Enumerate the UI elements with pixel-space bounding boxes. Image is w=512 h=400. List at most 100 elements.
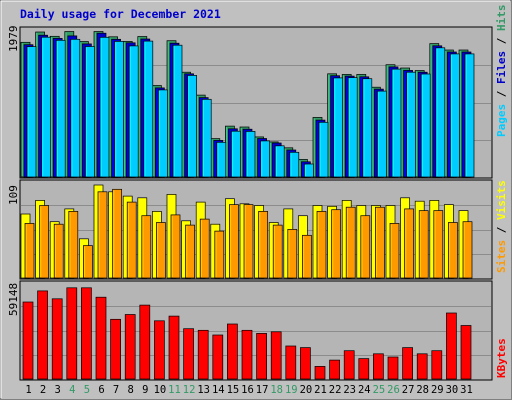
x-label-day-15: 15 — [227, 384, 240, 396]
legend-hits: Hits — [495, 5, 508, 32]
kbytes-bar-kbytes-24 — [358, 358, 370, 380]
visits-bar-sites-23 — [345, 206, 356, 279]
kbytes-panel-legend: KBytes — [495, 338, 508, 378]
kbytes-bar-kbytes-23 — [343, 350, 355, 380]
x-label-day-9: 9 — [142, 384, 148, 396]
x-label-day-30: 30 — [446, 384, 459, 396]
visits-bar-sites-17 — [258, 211, 268, 279]
visits-bar-sites-18 — [272, 224, 283, 279]
kbytes-bar-kbytes-3 — [51, 298, 63, 380]
visits-bar-sites-7 — [112, 188, 122, 279]
x-label-day-17: 17 — [256, 384, 269, 396]
kbytes-bar-kbytes-9 — [139, 304, 151, 380]
hits-bar-pages-12 — [187, 75, 197, 178]
kbytes-bar-kbytes-21 — [314, 366, 326, 380]
kbytes-y-max-label: 59148 — [7, 283, 20, 316]
x-label-day-16: 16 — [241, 384, 254, 396]
legend-separator: / — [495, 84, 508, 104]
x-label-day-1: 1 — [25, 384, 31, 396]
x-label-day-13: 13 — [197, 384, 210, 396]
x-label-day-5: 5 — [84, 384, 90, 396]
visits-bar-sites-10 — [156, 222, 166, 279]
kbytes-bar-kbytes-1 — [22, 301, 34, 380]
kbytes-bar-kbytes-10 — [154, 320, 165, 380]
hits-bar-pages-9 — [143, 40, 154, 178]
kbytes-bar-kbytes-6 — [95, 296, 107, 380]
hits-bar-pages-18 — [274, 145, 285, 178]
kbytes-bar-kbytes-26 — [387, 356, 399, 380]
x-label-day-28: 28 — [416, 384, 429, 396]
hits-bar-pages-7 — [114, 41, 124, 178]
hits-y-max-label: 1979 — [7, 26, 20, 53]
visits-bar-sites-8 — [126, 201, 137, 279]
hits-bar-pages-3 — [55, 39, 66, 178]
visits-bar-sites-29 — [433, 210, 444, 279]
kbytes-bar-kbytes-27 — [402, 347, 413, 380]
hits-bar-pages-24 — [362, 78, 373, 178]
x-label-day-24: 24 — [358, 384, 371, 396]
x-label-day-14: 14 — [212, 384, 225, 396]
kbytes-bar-kbytes-29 — [431, 350, 443, 380]
visits-bar-sites-9 — [141, 215, 152, 279]
x-axis-labels: 1 2 3 4 5 6 7 8 9 10 11 12 13 14 15 16 17 18 19 20 21 22 23 24 2… — [25, 384, 472, 396]
visits-bar-sites-27 — [404, 208, 414, 279]
kbytes-bar-kbytes-30 — [446, 312, 457, 380]
legend-files: Files — [495, 51, 508, 84]
hits-bar-pages-26 — [391, 68, 402, 178]
kbytes-bar-kbytes-25 — [373, 353, 384, 380]
visits-bar-sites-24 — [360, 215, 371, 279]
hits-panel-legend: Pages / Files / Hits — [495, 5, 508, 138]
x-label-day-26: 26 — [387, 384, 400, 396]
x-label-day-21: 21 — [314, 384, 327, 396]
x-label-day-8: 8 — [128, 384, 134, 396]
visits-bar-sites-13 — [199, 218, 210, 279]
visits-bar-sites-30 — [448, 222, 458, 279]
visits-bar-sites-11 — [170, 214, 181, 279]
x-label-day-10: 10 — [154, 384, 167, 396]
visits-panel-legend: Sites / Visits — [495, 180, 508, 273]
hits-bar-pages-11 — [172, 44, 183, 178]
kbytes-bar-kbytes-8 — [124, 314, 136, 380]
kbytes-bar-kbytes-7 — [110, 318, 121, 380]
visits-bar-sites-31 — [462, 221, 473, 279]
hits-bar-pages-27 — [406, 71, 416, 178]
hits-bar-pages-21 — [318, 121, 329, 178]
hits-bar-pages-19 — [289, 151, 300, 178]
visits-bar-sites-1 — [24, 223, 35, 279]
x-label-day-31: 31 — [460, 384, 473, 396]
legend-visits: Visits — [495, 180, 508, 220]
kbytes-bar-kbytes-12 — [183, 328, 194, 380]
legend-separator: / — [495, 31, 508, 51]
legend-separator: / — [495, 220, 508, 240]
kbytes-bar-kbytes-5 — [81, 287, 92, 380]
kbytes-bar-kbytes-22 — [329, 359, 340, 380]
visits-bar-sites-22 — [331, 209, 341, 279]
x-label-day-19: 19 — [285, 384, 298, 396]
visits-bar-sites-14 — [214, 230, 225, 279]
kbytes-bar-kbytes-2 — [37, 290, 48, 380]
kbytes-bar-kbytes-13 — [197, 329, 209, 380]
x-label-day-20: 20 — [300, 384, 313, 396]
x-label-day-4: 4 — [69, 384, 75, 396]
legend-sites: Sites — [495, 240, 508, 273]
bars — [20, 31, 475, 380]
kbytes-bar-kbytes-4 — [66, 287, 78, 380]
x-label-day-3: 3 — [55, 384, 61, 396]
visits-bar-sites-25 — [375, 206, 385, 279]
x-label-day-2: 2 — [40, 384, 46, 396]
hits-bar-pages-13 — [201, 98, 212, 178]
hits-bar-pages-1 — [26, 46, 37, 178]
x-label-day-11: 11 — [168, 384, 181, 396]
hits-bar-pages-20 — [304, 163, 314, 178]
x-label-day-27: 27 — [402, 384, 415, 396]
hits-bar-pages-16 — [245, 131, 256, 178]
visits-bar-sites-4 — [68, 211, 79, 279]
hits-bar-pages-31 — [464, 53, 475, 178]
kbytes-bar-kbytes-17 — [256, 333, 267, 380]
hits-bar-pages-10 — [158, 89, 168, 178]
hits-bar-pages-14 — [216, 141, 227, 178]
visits-bar-sites-28 — [418, 210, 429, 279]
visits-bar-sites-6 — [97, 191, 108, 279]
hits-bar-pages-30 — [450, 53, 460, 178]
hits-bar-pages-28 — [420, 73, 431, 178]
